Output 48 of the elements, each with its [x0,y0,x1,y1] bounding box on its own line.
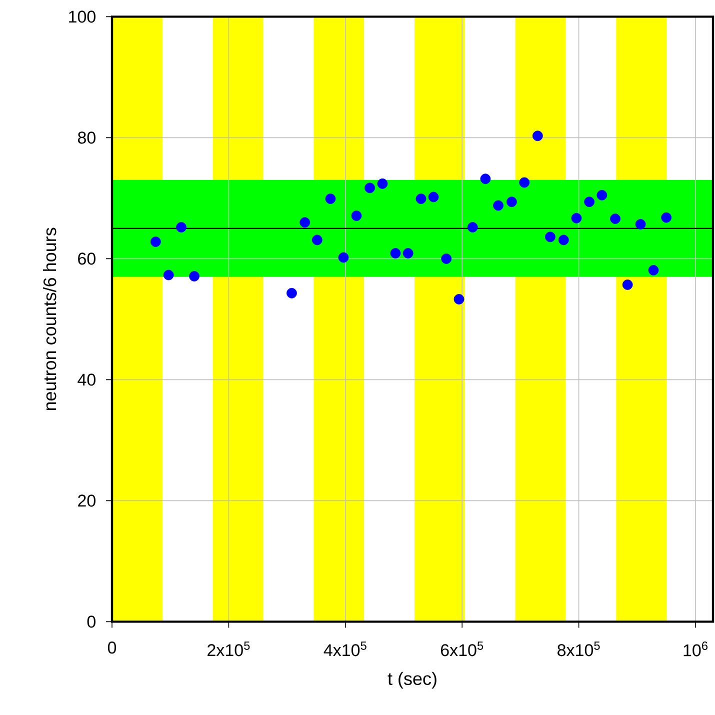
point [402,248,414,258]
point [519,177,530,188]
point [661,212,672,223]
point [571,212,582,224]
point [364,182,375,194]
point [596,190,608,200]
x-tick-label: 4x10$^{5}$ [324,642,366,656]
point [390,248,401,258]
point [506,196,517,208]
x-tick-label: 0 [108,642,116,654]
point [532,130,543,142]
point [558,234,569,246]
point [493,200,504,211]
point [189,271,200,282]
x-tick-label: 8x10$^{5}$ [558,642,600,656]
point [312,234,322,246]
point [377,178,388,189]
point [325,194,336,204]
point [176,222,186,232]
x-axis-title: t (sec) [388,672,436,689]
point [648,264,659,276]
point [467,222,478,232]
point [163,270,174,280]
point [416,194,426,204]
y-tick-label: 80 [78,132,96,144]
y-tick-label: 40 [78,374,96,386]
point [584,196,595,208]
point [338,252,349,263]
point [454,294,464,304]
x-tick-label: 6x10$^{5}$ [440,642,484,656]
point [635,219,646,230]
x-tick-label: 2x10$^{5}$ [208,642,250,656]
point [545,232,556,242]
y-tick-label: 100 [69,10,96,23]
point [428,192,439,202]
point [351,210,362,221]
point [441,253,452,264]
point [622,280,633,290]
point [286,288,297,298]
y-tick-label: 0 [87,616,96,628]
y-axis-title: neutron counts/6 hours [43,228,56,410]
y-tick-label: 60 [78,252,96,265]
y-tick-label: 20 [78,494,96,507]
point [300,217,310,228]
x-tick-label: 10$^{6}$ [684,642,708,656]
point [150,236,161,247]
point [480,174,491,184]
point [610,214,620,224]
